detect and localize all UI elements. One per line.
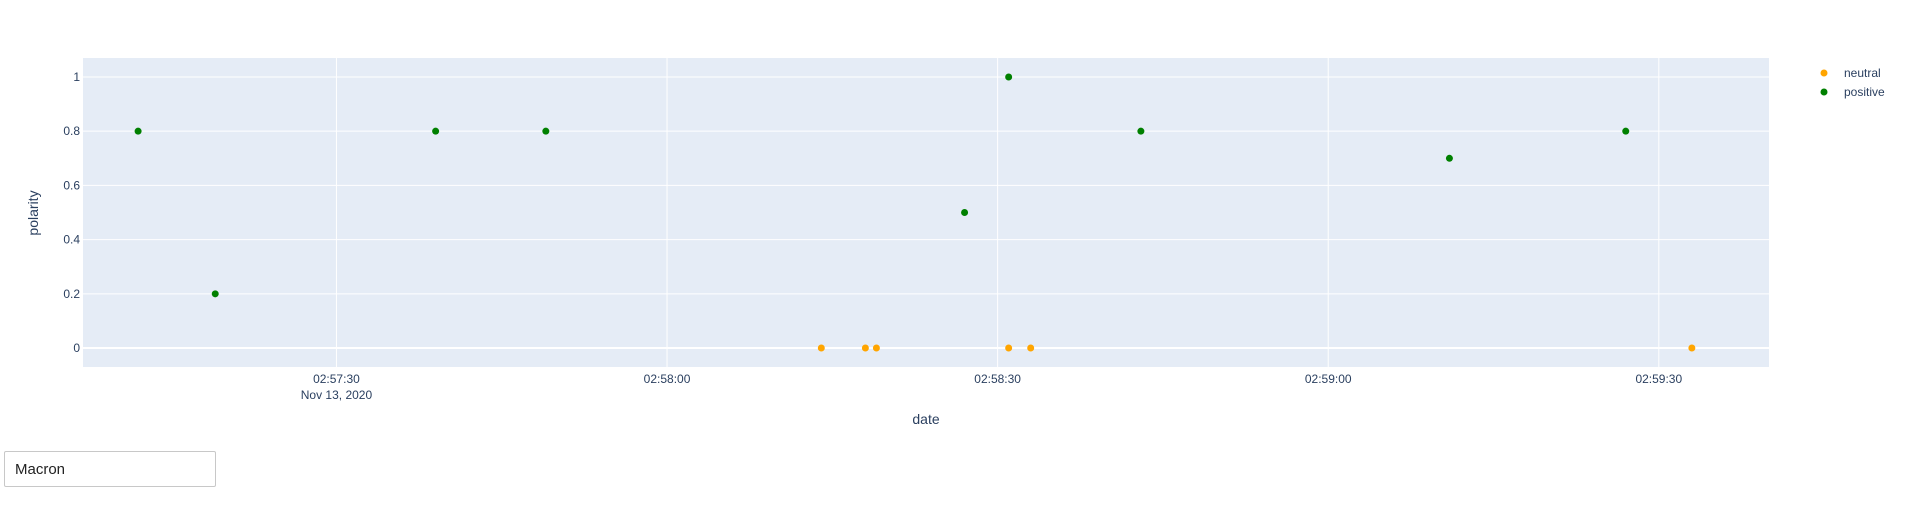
y-tick-label: 1 [73, 70, 80, 84]
data-point-positive[interactable] [542, 127, 550, 135]
data-point-positive[interactable] [134, 127, 142, 135]
y-tick-label: 0.8 [63, 124, 80, 138]
grid-lines [83, 58, 1769, 367]
data-point-positive[interactable] [1005, 73, 1013, 81]
y-axis-title: polarity [25, 190, 41, 235]
x-tick-date-label: Nov 13, 2020 [301, 388, 373, 402]
legend[interactable]: neutral positive [1820, 66, 1886, 99]
x-tick-label: 02:58:00 [644, 372, 691, 386]
y-tick-label: 0.2 [63, 287, 80, 301]
data-point-positive[interactable] [1137, 127, 1145, 135]
legend-marker [1820, 69, 1828, 77]
legend-marker [1820, 88, 1828, 96]
x-tick-labels: 02:57:30 Nov 13, 2020 02:58:00 02:58:30 02:5… [301, 372, 1683, 402]
legend-label: neutral [1844, 66, 1881, 80]
data-points [134, 73, 1696, 352]
data-point-neutral[interactable] [817, 344, 825, 352]
y-tick-label: 0 [73, 341, 80, 355]
data-point-positive[interactable] [1445, 154, 1453, 162]
data-point-positive[interactable] [432, 127, 440, 135]
legend-label: positive [1844, 85, 1885, 99]
x-axis-title: date [912, 411, 939, 427]
data-point-neutral[interactable] [1688, 344, 1696, 352]
y-tick-label: 0.4 [63, 233, 80, 247]
data-point-positive[interactable] [1622, 127, 1630, 135]
plot-background [83, 58, 1769, 367]
data-point-positive[interactable] [211, 290, 219, 298]
search-input[interactable] [4, 451, 216, 487]
legend-item-positive[interactable]: positive [1820, 85, 1886, 99]
x-tick-label: 02:59:00 [1305, 372, 1352, 386]
data-point-neutral[interactable] [1005, 344, 1013, 352]
data-point-positive[interactable] [961, 209, 969, 216]
x-tick-label: 02:57:30 [313, 372, 360, 386]
legend-item-neutral[interactable]: neutral [1820, 66, 1881, 80]
x-tick-label: 02:58:30 [974, 372, 1021, 386]
x-tick-label: 02:59:30 [1635, 372, 1682, 386]
data-point-neutral[interactable] [861, 344, 869, 352]
data-point-neutral[interactable] [1027, 344, 1035, 352]
y-tick-labels: 0 0.2 0.4 0.6 0.8 1 [63, 70, 80, 355]
y-tick-label: 0.6 [63, 178, 80, 192]
data-point-neutral[interactable] [872, 344, 880, 352]
